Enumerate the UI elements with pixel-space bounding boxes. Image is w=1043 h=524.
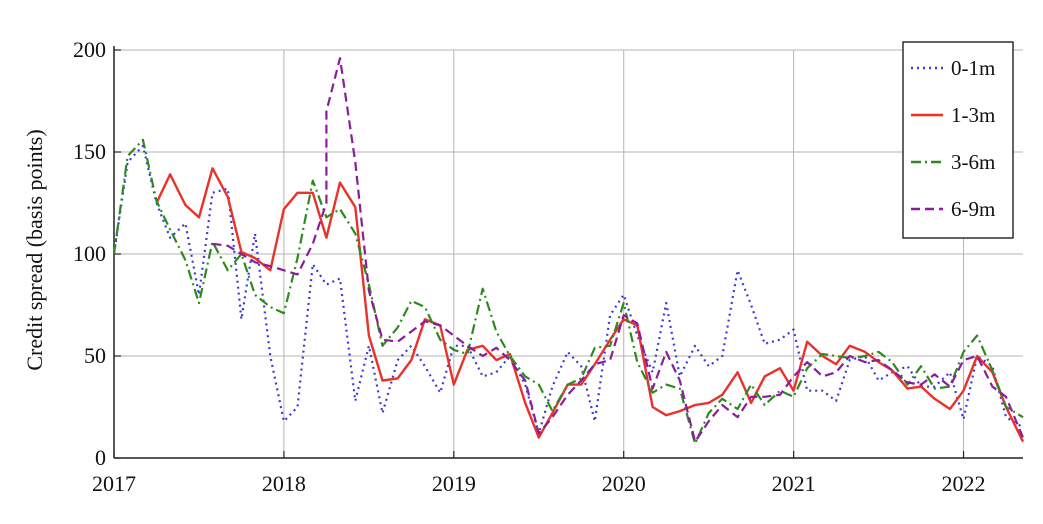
x-tick-label: 2020: [602, 471, 646, 496]
legend-label-0-1m: 0-1m: [951, 56, 995, 80]
legend-label-3-6m: 3-6m: [951, 150, 995, 174]
y-axis-title: Credit spread (basis points): [22, 129, 47, 370]
x-tick-label: 2019: [432, 471, 476, 496]
legend: 0-1m 1-3m 3-6m 6-9m: [902, 41, 1014, 239]
x-tick-label: 2018: [262, 471, 306, 496]
series-line-3-6m: [112, 138, 1024, 445]
legend-box: [902, 41, 1014, 239]
x-tick-label: 2017: [92, 471, 136, 496]
x-tick-label: 2021: [772, 471, 816, 496]
y-tick-label: 150: [73, 139, 106, 164]
series-lines: [112, 57, 1025, 445]
x-tick-label: 2022: [942, 471, 986, 496]
legend-label-6-9m: 6-9m: [951, 197, 995, 221]
y-tick-label: 100: [73, 241, 106, 266]
y-tick-label: 200: [73, 37, 106, 62]
series-line-6-9m: [212, 57, 1025, 443]
legend-label-1-3m: 1-3m: [951, 103, 995, 127]
tick-labels: 0 50 100 150 200 2017 2018 2019 2020 2021 2022: [73, 37, 986, 496]
y-tick-label: 50: [84, 343, 106, 368]
y-tick-label: 0: [95, 445, 106, 470]
